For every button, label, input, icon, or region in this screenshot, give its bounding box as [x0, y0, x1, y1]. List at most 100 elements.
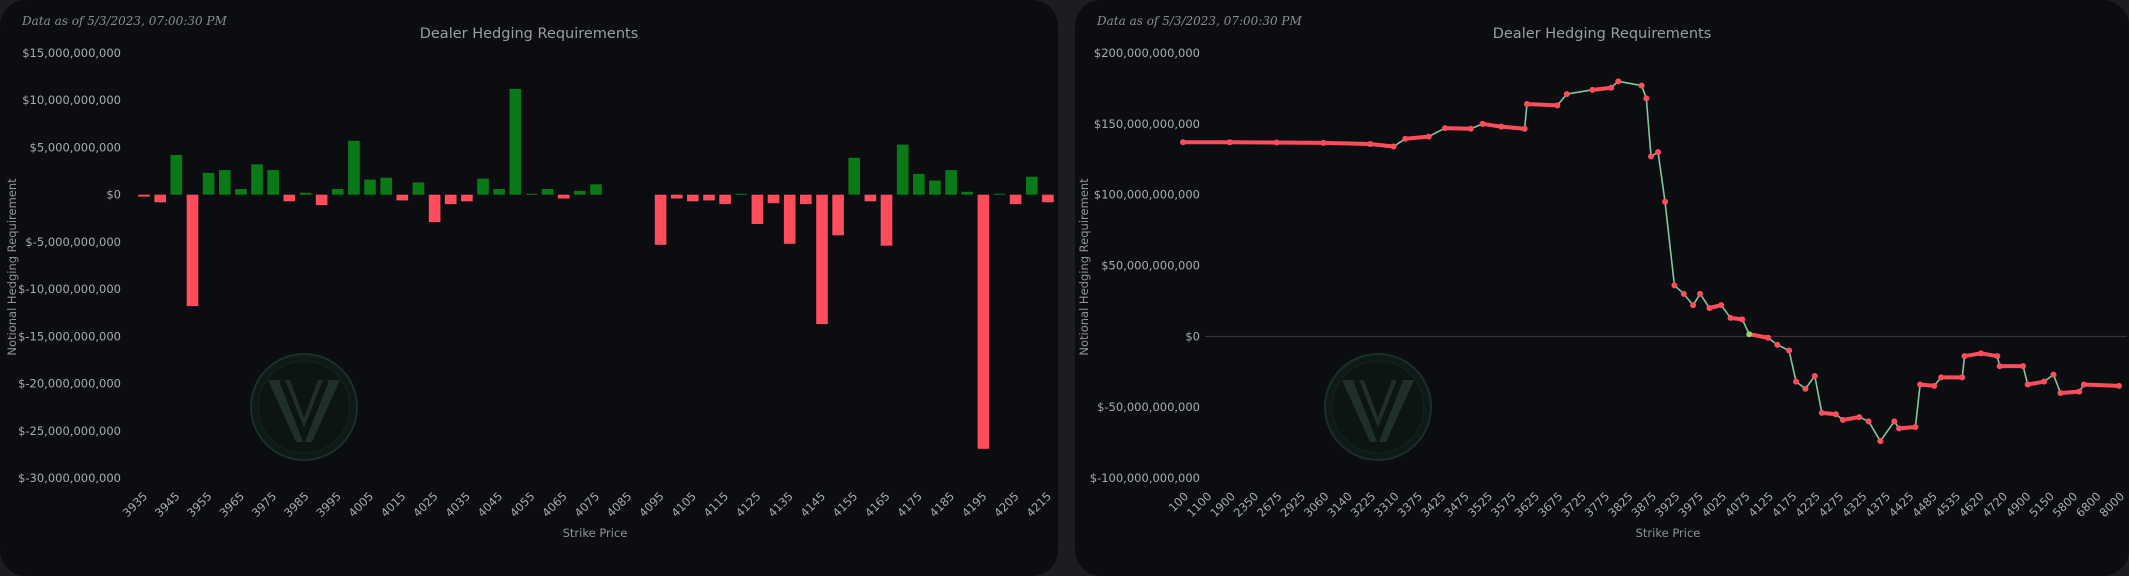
bar	[913, 173, 925, 195]
x-tick-label: 4085	[604, 489, 635, 520]
x-tick-label: 3975	[249, 489, 280, 520]
data-point	[2057, 390, 2064, 396]
chart-panel-right: Data as of 5/3/2023, 07:00:30 PM Dealer …	[1075, 0, 2129, 576]
x-tick-label: 4145	[798, 489, 829, 520]
line-segment	[1427, 127, 1446, 138]
bar	[670, 194, 683, 199]
x-tick-label: 3425	[1418, 489, 1449, 520]
data-point	[1390, 143, 1397, 150]
x-tick-label: 2675	[1254, 489, 1285, 520]
bar	[783, 194, 796, 244]
bar	[767, 194, 780, 204]
data-point	[1680, 290, 1687, 297]
data-point	[1273, 139, 1280, 146]
line-segment	[2022, 365, 2029, 386]
x-tick-label: 4105	[668, 489, 699, 520]
y-tick-label: $-20,000,000,000	[18, 377, 121, 391]
x-tick-label: 4015	[378, 489, 409, 520]
x-tick-label: 3985	[281, 489, 312, 520]
bar	[751, 194, 764, 224]
y-tick-label: $-50,000,000,000	[1097, 400, 1200, 414]
data-point	[1320, 139, 1327, 146]
x-tick-label: 3525	[1465, 489, 1496, 520]
bar	[654, 194, 667, 245]
x-tick-label: 1900	[1207, 489, 1238, 520]
x-tick-label: 4045	[475, 489, 506, 520]
y-tick-label: $10,000,000,000	[22, 93, 121, 107]
data-point	[1959, 374, 1966, 381]
data-point	[1938, 374, 1945, 381]
bar	[219, 170, 231, 195]
data-point	[1706, 305, 1713, 311]
data-point	[2080, 381, 2087, 388]
y-tick-label: $5,000,000,000	[30, 140, 121, 154]
x-tick-label: 3475	[1441, 489, 1472, 520]
x-tick-label: 3935	[120, 489, 151, 520]
bar	[396, 194, 409, 201]
data-point	[1839, 416, 1846, 423]
bar	[525, 193, 538, 195]
x-tick-label: 4125	[733, 489, 764, 520]
y-axis-label: Notional Hedging Requirement	[5, 178, 19, 356]
bar	[477, 178, 489, 195]
x-tick-label: 1100	[1184, 489, 1215, 520]
x-tick-label: 4900	[2003, 489, 2034, 520]
y-tick-label: $50,000,000,000	[1101, 259, 1200, 273]
data-point	[1961, 353, 1968, 360]
bar	[251, 164, 263, 195]
data-point	[1615, 78, 1622, 85]
chart-panel-left: Data as of 5/3/2023, 07:00:30 PM Dealer …	[0, 0, 1058, 576]
data-point	[1648, 153, 1654, 160]
data-point	[1786, 347, 1793, 354]
line-segment	[1368, 141, 1396, 149]
x-tick-label: 3140	[1324, 489, 1355, 520]
line-segment	[1747, 332, 1770, 340]
x-tick-label: 3375	[1395, 489, 1426, 520]
x-tick-label: 8000	[2097, 489, 2128, 520]
x-tick-label: 3945	[152, 489, 183, 520]
bar	[735, 193, 748, 195]
line-segment	[1664, 200, 1676, 287]
data-point	[1498, 123, 1505, 130]
line-segment	[1879, 420, 1896, 442]
bar	[896, 144, 909, 195]
x-tick-label: 4025	[1699, 489, 1730, 520]
x-tick-label: 2925	[1278, 489, 1309, 520]
line-segment	[1565, 89, 1594, 95]
bar-chart: Dealer Hedging Requirements Strike Price…	[5, 26, 1054, 540]
line-segment	[1617, 80, 1643, 87]
x-tick-label: 3675	[1535, 489, 1566, 520]
bar	[461, 194, 473, 202]
bar	[977, 194, 990, 449]
data-point	[1739, 316, 1746, 323]
x-tick-label: 4225	[1792, 489, 1823, 520]
data-point	[2041, 378, 2048, 385]
y-tick-label: $-5,000,000,000	[25, 235, 121, 249]
bar	[315, 194, 328, 206]
x-tick-label: 3225	[1348, 489, 1379, 520]
x-axis-label: Strike Price	[563, 526, 628, 540]
logo-watermark-icon	[1324, 353, 1432, 461]
line-segment	[1403, 134, 1431, 141]
bar	[719, 194, 731, 205]
x-tick-label: 4195	[959, 489, 990, 520]
bar	[1026, 176, 1038, 195]
y-tick-label: $-25,000,000,000	[18, 424, 121, 438]
x-tick-label: 4175	[894, 489, 925, 520]
bar	[590, 184, 602, 195]
data-point	[1563, 91, 1570, 98]
y-tick-label: $-15,000,000,000	[18, 329, 121, 343]
data-point	[1877, 438, 1884, 445]
y-tick-label: $0	[106, 188, 121, 202]
data-point	[1774, 341, 1781, 348]
y-axis-label: Notional Hedging Requirement	[1077, 178, 1091, 356]
line-segment	[1523, 103, 1528, 130]
bar	[138, 194, 150, 197]
data-point	[1994, 353, 2001, 360]
line-segment	[1867, 420, 1882, 442]
bar	[961, 191, 973, 195]
y-tick-label: $-100,000,000,000	[1090, 471, 1200, 485]
bar	[1009, 194, 1022, 205]
x-tick-label: 3975	[1675, 489, 1706, 520]
bar	[186, 194, 199, 307]
